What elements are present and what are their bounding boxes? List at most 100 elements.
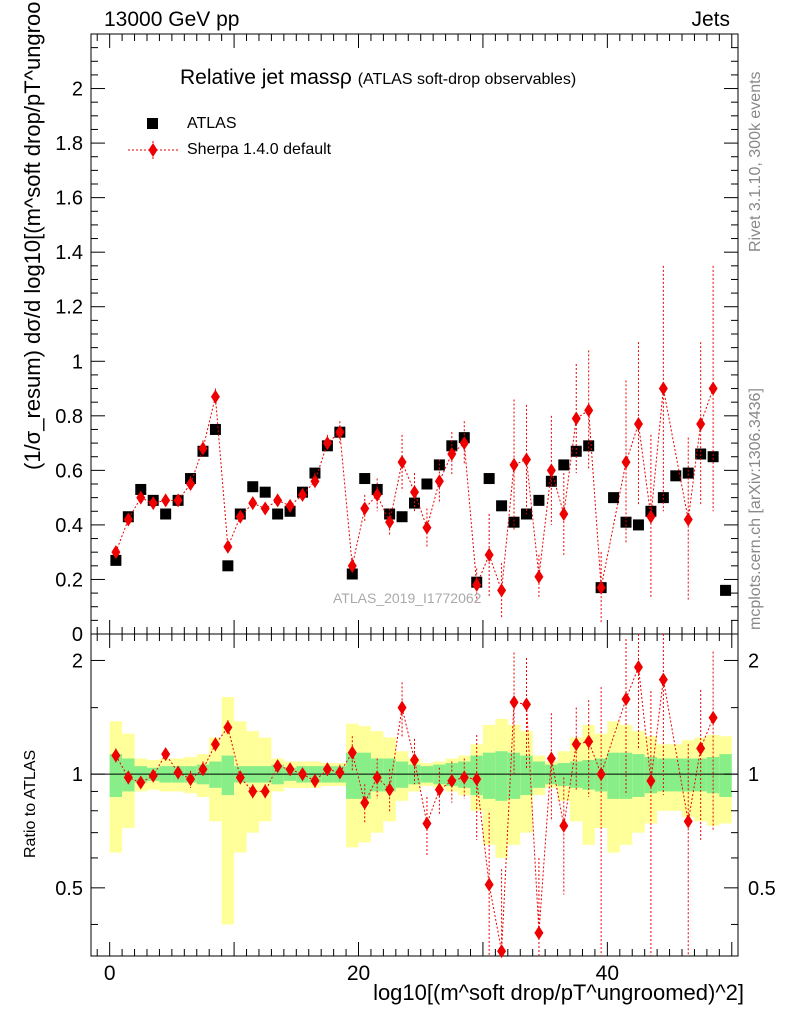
ratio-frame xyxy=(90,633,739,957)
mc-point xyxy=(484,547,494,562)
mc-point xyxy=(235,509,245,524)
mc-ratio-point xyxy=(273,759,283,774)
mc-point xyxy=(497,583,507,598)
y-tick-label-ratio-right: 2 xyxy=(748,650,759,672)
mc-point xyxy=(372,487,382,502)
mc-ratio-point xyxy=(285,762,295,777)
analysis-watermark: ATLAS_2019_I1772062 xyxy=(333,590,482,606)
mc-point xyxy=(360,501,370,516)
mc-point xyxy=(198,441,208,456)
ratio-band-inner xyxy=(507,752,521,799)
mc-ratio-point xyxy=(173,765,183,780)
mc-point xyxy=(210,389,220,404)
mc-point xyxy=(596,580,606,595)
y-tick-label-ratio: 0.5 xyxy=(55,878,83,900)
mc-ratio-line xyxy=(115,666,714,952)
mc-ratio-point xyxy=(335,765,345,780)
ratio-band-inner xyxy=(221,755,235,796)
atlas-point xyxy=(110,554,122,566)
mc-point xyxy=(410,485,419,500)
mc-point xyxy=(347,558,357,573)
mc-ratio-point xyxy=(696,741,706,756)
mc-ratio-point xyxy=(260,784,270,799)
y-tick-label-ratio-right: 0.5 xyxy=(748,878,776,900)
atlas-point xyxy=(209,423,221,435)
mc-point xyxy=(248,496,258,511)
y-tick-label-main: 1.8 xyxy=(55,133,83,155)
ratio-band-inner xyxy=(346,752,359,799)
y-tick-label-main: 2 xyxy=(72,79,83,101)
y-tick-label-main: 1.2 xyxy=(55,297,83,319)
mc-point xyxy=(447,447,457,461)
mc-ratio-point xyxy=(347,745,357,760)
atlas-point xyxy=(272,508,284,520)
legend-mc-marker xyxy=(148,143,158,157)
mc-point xyxy=(683,512,693,527)
mc-ratio-point xyxy=(434,782,444,797)
atlas-point xyxy=(720,584,732,596)
mc-point xyxy=(546,463,556,478)
category-label: Jets xyxy=(691,8,730,31)
atlas-point xyxy=(707,451,719,463)
mc-point xyxy=(534,569,544,584)
mc-ratio-point xyxy=(571,737,581,752)
mc-point xyxy=(161,493,171,508)
y-tick-label-main: 1.6 xyxy=(55,188,83,210)
chart-title: Relative jet massρ (ATLAS soft-drop obse… xyxy=(180,66,576,90)
mc-point xyxy=(111,545,121,560)
ratio-band-inner xyxy=(482,752,496,799)
atlas-point xyxy=(533,494,545,506)
x-tick-label: 20 xyxy=(347,962,370,985)
mc-ratio-point xyxy=(447,773,457,788)
mc-ratio-point xyxy=(658,672,668,687)
y-tick-label-main: 1.4 xyxy=(55,242,83,264)
process-label: 13000 GeV pp xyxy=(104,8,240,31)
mc-point xyxy=(559,507,569,521)
mc-ratio-point xyxy=(621,692,631,707)
mc-point xyxy=(148,496,158,511)
mc-ratio-point xyxy=(385,782,395,797)
rivet-label: Rivet 3.1.10, 300k events xyxy=(747,71,764,252)
y-tick-label-ratio: 2 xyxy=(72,650,83,672)
atlas-point xyxy=(570,445,582,457)
mc-point xyxy=(509,457,519,472)
atlas-point xyxy=(359,473,371,485)
mc-ratio-point xyxy=(372,770,382,785)
mc-ratio-point xyxy=(484,877,494,892)
mc-point xyxy=(385,515,395,530)
atlas-point xyxy=(259,486,271,498)
ratio-band-inner xyxy=(706,757,720,794)
ratio-band-inner xyxy=(109,754,123,797)
ratio-band-inner xyxy=(395,761,409,788)
mc-point xyxy=(521,452,531,467)
y-tick-label-ratio-right: 1 xyxy=(748,764,759,786)
mc-point xyxy=(571,411,581,426)
atlas-point xyxy=(222,560,234,572)
ratio-band-outer xyxy=(234,721,247,853)
mc-ratio-point xyxy=(422,816,432,831)
atlas-point xyxy=(608,492,620,504)
mc-point xyxy=(646,509,656,524)
ratio-band-inner xyxy=(209,761,222,788)
ratio-band-inner xyxy=(520,755,533,796)
mc-point xyxy=(658,381,668,396)
mc-ratio-point xyxy=(584,734,594,749)
ratio-band-inner xyxy=(719,754,732,797)
mcplots-label: mcplots.cern.ch [arXiv:1306.3436] xyxy=(747,388,764,630)
mc-ratio-point xyxy=(210,737,220,752)
atlas-point xyxy=(670,470,682,482)
y-axis-label-main: (1/σ_resum) dσ/d log10[(m^soft drop/pT^u… xyxy=(20,0,45,470)
mc-ratio-point xyxy=(509,695,519,710)
atlas-point xyxy=(682,467,694,479)
mc-ratio-point xyxy=(683,814,693,829)
mc-ratio-point xyxy=(596,767,606,782)
y-axis-label-ratio: Ratio to ATLAS xyxy=(22,749,39,858)
mc-ratio-point xyxy=(646,773,656,788)
y-tick-label-main: 0.2 xyxy=(55,569,83,591)
x-tick-label: 0 xyxy=(104,962,116,985)
y-tick-label-ratio: 1 xyxy=(72,764,83,786)
mc-ratio-point xyxy=(136,775,146,790)
mc-point xyxy=(397,455,407,470)
atlas-point xyxy=(247,481,259,493)
